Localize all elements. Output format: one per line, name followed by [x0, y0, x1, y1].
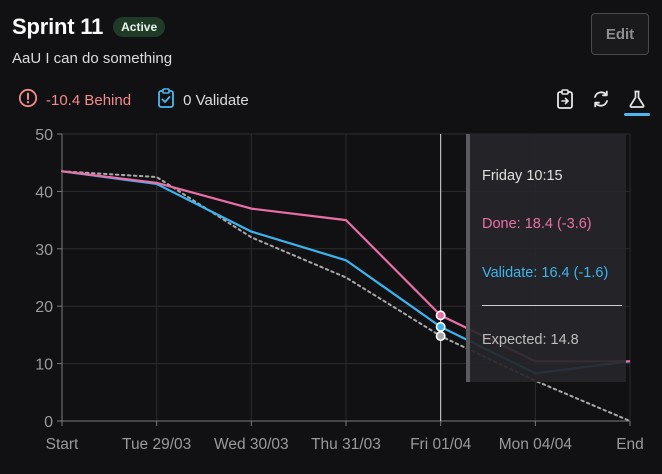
alert-circle-icon	[18, 88, 38, 112]
flask-icon[interactable]	[624, 86, 650, 116]
tooltip-expected: Expected: 14.8	[482, 332, 579, 348]
edit-button[interactable]: Edit	[591, 13, 649, 55]
tooltip-divider	[482, 305, 622, 306]
tooltip-done: Done: 18.4 (-3.6)	[482, 216, 592, 232]
x-tick-label: Wed 30/03	[214, 436, 289, 453]
validate-label: 0 Validate	[183, 91, 249, 109]
chart-tooltip: Friday 10:15 Done: 18.4 (-3.6) Validate:…	[466, 134, 626, 382]
chart-toolbar	[552, 86, 650, 116]
x-tick-label: Thu 31/03	[311, 436, 381, 453]
behind-label: -10.4 Behind	[46, 91, 132, 109]
x-tick-label: Mon 04/04	[499, 436, 573, 453]
x-tick-label: Tue 29/03	[122, 436, 191, 453]
tooltip-time: Friday 10:15	[482, 168, 563, 184]
clipboard-icon[interactable]	[552, 86, 578, 112]
y-tick-label: 30	[35, 242, 53, 259]
y-tick-label: 40	[35, 184, 53, 201]
x-tick-label: Start	[46, 436, 79, 453]
sprint-subtitle: AaU I can do something	[12, 50, 173, 67]
behind-status: -10.4 Behind	[18, 88, 131, 112]
refresh-icon[interactable]	[588, 86, 614, 112]
x-tick-label: End	[616, 436, 644, 453]
y-tick-label: 50	[35, 127, 53, 144]
sprint-header: Sprint 11 Active AaU I can do something	[12, 14, 172, 67]
status-badge: Active	[113, 17, 166, 37]
sprint-title: Sprint 11	[12, 14, 104, 39]
y-tick-label: 0	[44, 414, 53, 431]
y-tick-label: 10	[35, 357, 53, 374]
tooltip-validate: Validate: 16.4 (-1.6)	[482, 265, 609, 281]
title-row: Sprint 11 Active	[12, 14, 172, 40]
x-tick-label: Fri 01/04	[410, 436, 472, 453]
clipboard-check-icon	[157, 88, 175, 112]
validate-status: 0 Validate	[157, 88, 249, 112]
y-tick-label: 20	[35, 299, 53, 316]
status-row: -10.4 Behind 0 Validate	[18, 88, 249, 112]
